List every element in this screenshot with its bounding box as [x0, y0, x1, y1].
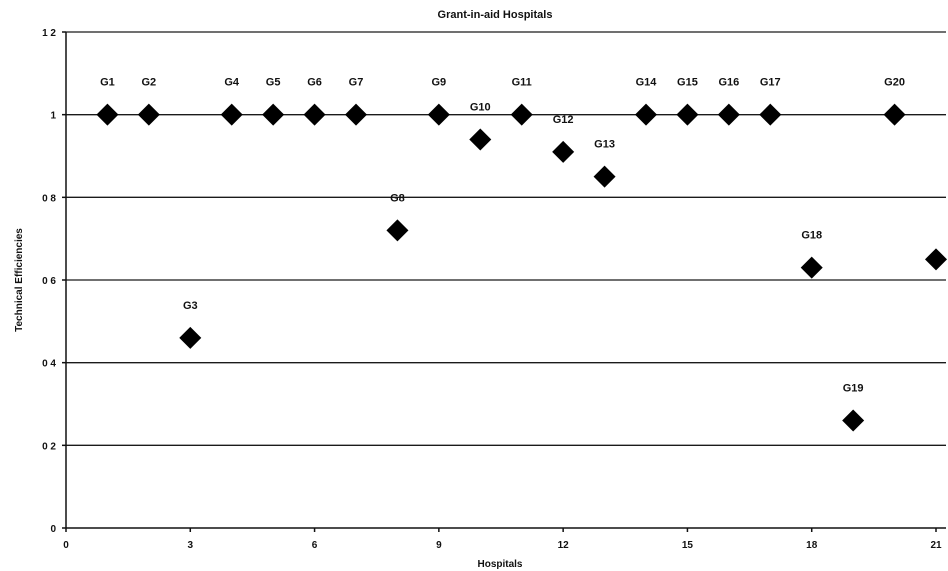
point-label-g12: G12: [553, 114, 574, 126]
point-label-g15: G15: [677, 77, 698, 89]
y-tick-label: 1 2: [42, 28, 56, 39]
x-tick-label: 21: [930, 540, 942, 551]
x-tick-label: 3: [188, 540, 194, 551]
data-point-g7: [345, 103, 367, 126]
data-point-g10: [469, 128, 492, 151]
data-point-g1: [96, 103, 119, 126]
data-point-g6: [303, 103, 326, 126]
x-axis-label: Hospitals: [477, 559, 522, 570]
x-axis-ticks: 0 3 6 9 12 15 18 21: [63, 528, 942, 551]
point-label-g7: G7: [349, 77, 364, 89]
x-tick-label: 12: [558, 540, 570, 551]
x-tick-label: 6: [312, 540, 318, 551]
point-label-g19: G19: [843, 383, 864, 395]
point-label-g10: G10: [470, 101, 491, 113]
point-label-g5: G5: [266, 77, 281, 89]
data-point-g4: [220, 103, 243, 126]
data-point-g20: [883, 103, 906, 126]
y-tick-label: 0 6: [42, 276, 56, 287]
y-tick-label: 1: [50, 111, 56, 122]
point-label-g3: G3: [183, 300, 198, 312]
x-tick-label: 9: [436, 540, 442, 551]
point-label-g16: G16: [718, 77, 739, 89]
chart-title: Grant-in-aid Hospitals: [438, 9, 553, 21]
y-axis-ticks: 0 0 2 0 4 0 6 0 8 1 1 2: [42, 28, 66, 535]
y-tick-label: 0 8: [42, 193, 56, 204]
data-point-g8: [386, 219, 409, 242]
data-point-g9: [427, 103, 450, 126]
data-point-g17: [759, 103, 782, 126]
point-label-g9: G9: [432, 77, 447, 89]
data-point-g16: [717, 103, 740, 126]
data-point-g18: [800, 256, 823, 279]
x-tick-label: 18: [806, 540, 818, 551]
point-label-g18: G18: [801, 230, 822, 242]
y-tick-label: 0 4: [42, 359, 56, 370]
point-label-g1: G1: [100, 77, 115, 89]
data-point-labels: G1 G2 G3 G4 G5 G6 G7 G8 G9 G10 G11 G12 G13 G14 G15 G16 G…: [100, 77, 905, 395]
data-point-g12: [552, 140, 575, 163]
point-label-g2: G2: [142, 77, 157, 89]
point-label-g4: G4: [224, 77, 240, 89]
point-label-g13: G13: [594, 139, 615, 151]
point-label-g20: G20: [884, 77, 905, 89]
y-axis-label: Technical Efficiencies: [14, 228, 25, 332]
point-label-g14: G14: [636, 77, 658, 89]
point-label-g11: G11: [512, 77, 532, 89]
gridlines: [66, 31, 946, 446]
data-point-g14: [635, 103, 657, 126]
data-point-g5: [262, 103, 285, 126]
data-point-g2: [137, 103, 160, 126]
data-point-g13: [593, 165, 616, 188]
data-point-g11: [510, 103, 533, 126]
data-point-g19: [842, 409, 865, 432]
point-label-g8: G8: [390, 192, 405, 204]
data-points: [96, 103, 947, 432]
data-point-g15: [676, 103, 699, 126]
data-point-x21: [925, 248, 947, 271]
data-point-g3: [179, 326, 202, 349]
y-tick-label: 0: [50, 524, 56, 535]
point-label-g6: G6: [307, 77, 322, 89]
y-tick-label: 0 2: [42, 441, 56, 452]
x-tick-label: 15: [682, 540, 694, 551]
point-label-g17: G17: [760, 77, 781, 89]
x-tick-label: 0: [63, 540, 69, 551]
